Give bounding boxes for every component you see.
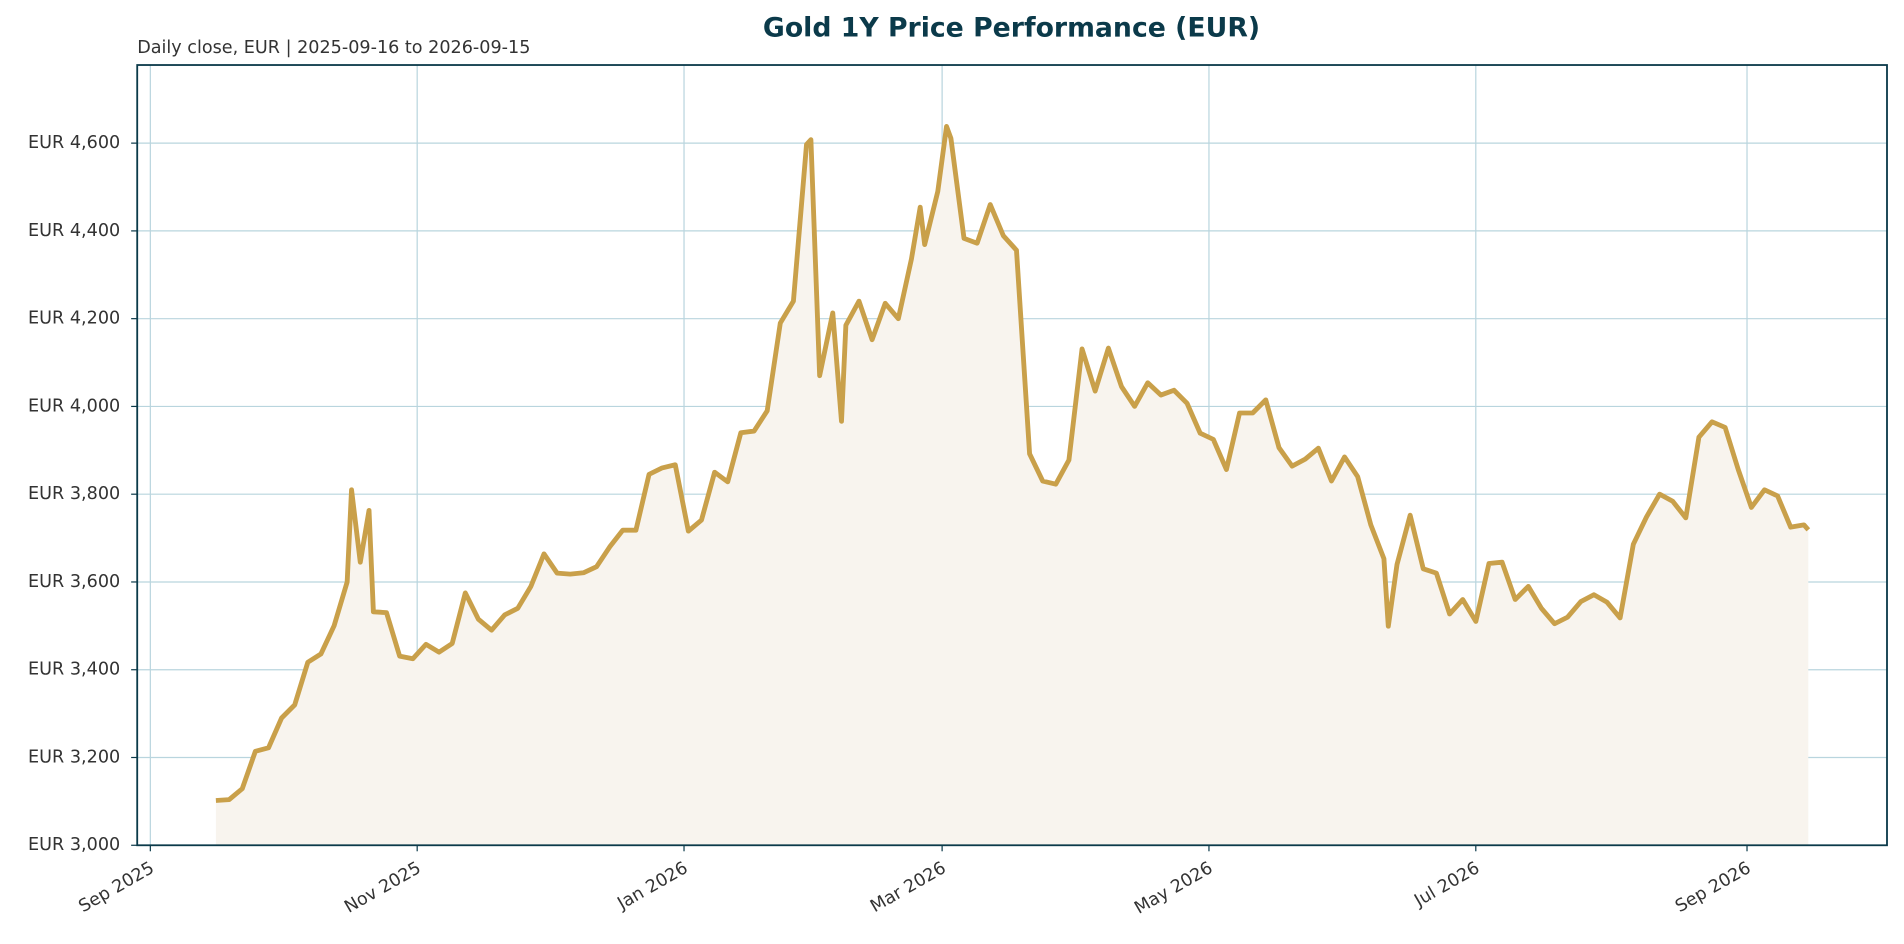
- x-tick-label: Jul 2026: [1410, 858, 1483, 911]
- y-tick-label: EUR 3,000: [28, 835, 120, 855]
- y-tick-label: EUR 3,800: [28, 484, 120, 504]
- x-tick-label: Sep 2026: [1672, 858, 1754, 917]
- chart-title: Gold 1Y Price Performance (EUR): [763, 12, 1260, 43]
- x-tick-label: Mar 2026: [867, 858, 949, 917]
- x-tick-label: Nov 2025: [341, 858, 424, 917]
- y-tick-label: EUR 4,600: [28, 133, 120, 153]
- y-tick-label: EUR 4,000: [28, 396, 120, 416]
- y-tick-label: EUR 4,400: [28, 221, 120, 241]
- price-line: [215, 124, 1811, 803]
- y-tick-label: EUR 4,200: [28, 309, 120, 329]
- plot-frame: [136, 64, 1888, 847]
- y-tick-label: EUR 3,600: [28, 572, 120, 592]
- area: [215, 126, 1809, 846]
- chart-subtitle: Daily close, EUR | 2025-09-16 to 2026-09…: [137, 38, 530, 58]
- y-tick-label: EUR 3,400: [28, 660, 120, 680]
- x-tick-label: May 2026: [1131, 858, 1216, 918]
- x-tick-label: Jan 2026: [613, 858, 691, 914]
- x-tick-label: Sep 2025: [75, 858, 157, 917]
- y-tick-label: EUR 3,200: [28, 748, 120, 768]
